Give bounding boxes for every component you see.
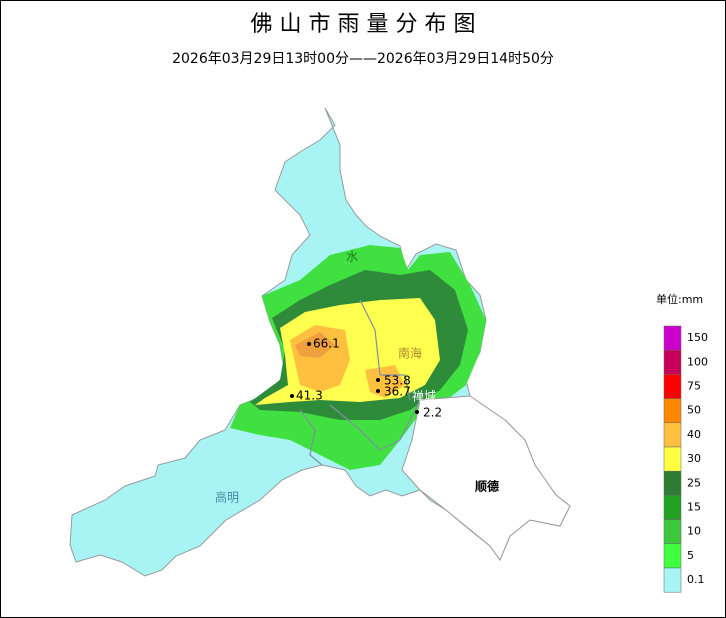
legend-swatch [663,349,682,375]
station-value: 41.3 [296,389,323,403]
legend-label: 15 [687,501,701,514]
legend-label: 150 [687,331,708,344]
district-border [299,299,421,466]
legend-swatch [663,495,682,520]
station-dot [307,342,311,346]
stations: 66.1 53.8 36.7 41.3 2.2 [290,337,442,420]
district-label: 高明 [215,490,239,505]
legend-label: 50 [687,404,701,417]
station-value: 66.1 [313,337,340,351]
legend-swatch [663,446,682,472]
map-title: 佛 山 市 雨 量 分 布 图 [251,12,476,37]
legend-swatch [663,470,682,496]
legend-label: 75 [687,380,701,393]
station-dot [290,394,294,398]
legend-swatch [663,325,682,351]
legend-label: 40 [687,428,701,441]
legend-swatch [663,543,682,569]
map-subtitle: 2026年03月29日13时00分——2026年03月29日14时50分 [172,51,554,67]
shunde-area [401,395,571,562]
station-value: 53.8 [384,374,411,388]
legend-label: 30 [687,452,701,465]
district-label: 南海 [398,346,422,361]
legend-label: 10 [687,525,701,538]
district-label: 水 [346,250,358,264]
district-label: 禅城 [412,390,436,404]
legend-swatch [663,567,682,593]
legend-swatch [663,374,682,399]
legend-label: 0.1 [687,573,705,586]
station-value: 36.7 [384,385,411,399]
legend: 150 100 75 50 40 30 25 15 10 5 0.1 [663,325,708,593]
legend-label: 5 [687,549,694,562]
legend-swatch [663,422,682,448]
legend-label: 100 [687,355,708,368]
legend-swatch [663,398,682,424]
station-dot [415,410,419,414]
station-value: 2.2 [423,406,442,420]
station-dot [376,378,380,382]
district-label: 顺德 [475,479,499,494]
legend-unit: 单位:mm [656,292,703,306]
station-dot [376,389,380,393]
legend-label: 25 [687,476,701,489]
rain-zone-darkorange [295,332,335,358]
legend-swatch [663,519,682,545]
